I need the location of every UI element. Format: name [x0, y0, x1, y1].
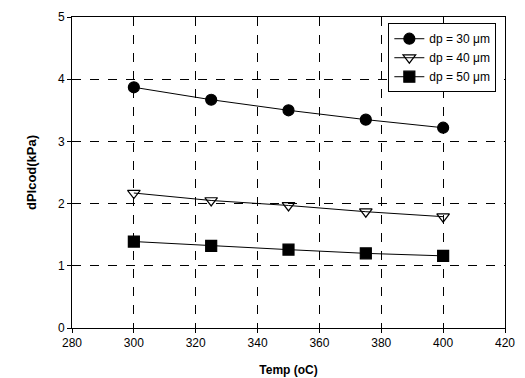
svg-text:380: 380 — [371, 336, 391, 350]
svg-text:5: 5 — [58, 10, 65, 24]
svg-text:320: 320 — [186, 336, 206, 350]
svg-text:300: 300 — [124, 336, 144, 350]
svg-text:4: 4 — [58, 72, 65, 86]
svg-text:Temp (oC): Temp (oC) — [259, 363, 317, 377]
svg-text:360: 360 — [309, 336, 329, 350]
svg-text:dp = 40 μm: dp = 40 μm — [429, 51, 490, 65]
svg-text:420: 420 — [495, 336, 515, 350]
svg-text:3: 3 — [58, 135, 65, 149]
svg-text:340: 340 — [248, 336, 268, 350]
svg-text:2: 2 — [58, 197, 65, 211]
svg-text:dPlcod(kPa): dPlcod(kPa) — [24, 135, 39, 210]
svg-text:400: 400 — [433, 336, 453, 350]
svg-text:280: 280 — [62, 336, 82, 350]
svg-text:1: 1 — [58, 259, 65, 273]
svg-text:0: 0 — [58, 321, 65, 335]
svg-text:dp = 30 μm: dp = 30 μm — [429, 32, 490, 46]
svg-text:dp = 50 μm: dp = 50 μm — [429, 70, 490, 84]
